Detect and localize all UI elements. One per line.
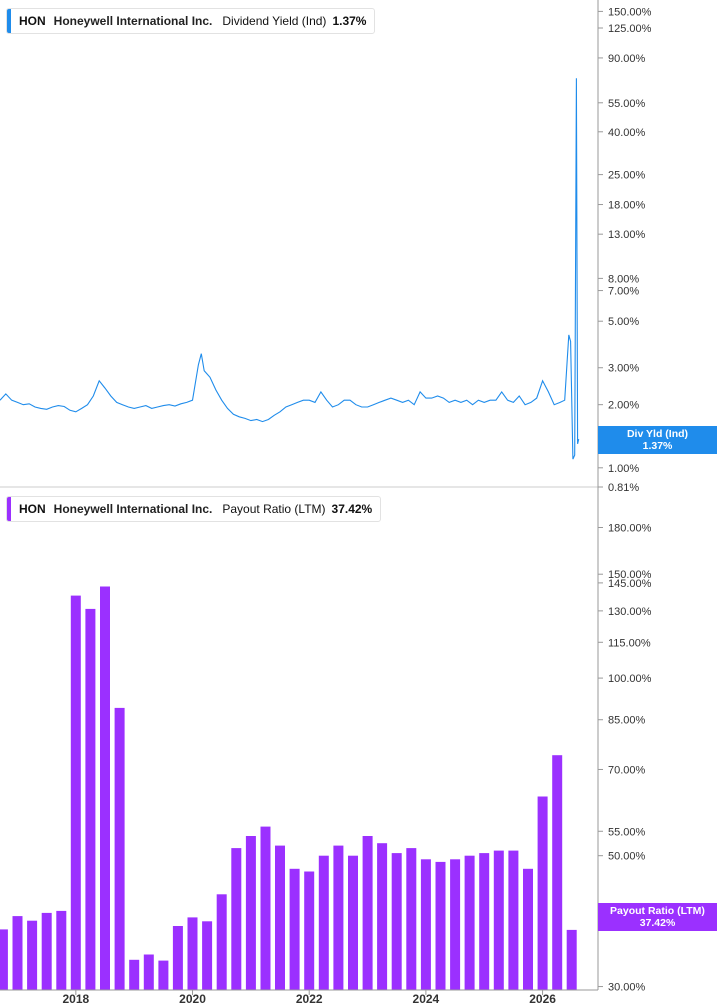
legend-company: Honeywell International Inc. <box>53 502 213 516</box>
y-tick-label: 145.00% <box>608 578 652 590</box>
y-tick-label: 100.00% <box>608 673 652 685</box>
payout-bar <box>435 861 446 990</box>
payout-bar <box>566 929 577 990</box>
x-tick-label: 2024 <box>413 992 440 1005</box>
y-tick-label: 2.00% <box>608 400 639 412</box>
y-tick-label: 85.00% <box>608 715 646 727</box>
y-tick-label: 125.00% <box>608 23 652 35</box>
x-tick-label: 2018 <box>62 992 89 1005</box>
payout-bar <box>56 910 67 990</box>
payout-bar <box>114 707 125 990</box>
y-tick-label: 13.00% <box>608 229 646 241</box>
payout-bar <box>202 921 213 990</box>
payout-bar <box>0 929 8 990</box>
legend-ticker: HON <box>19 14 46 28</box>
dividend-yield-line <box>0 78 580 460</box>
payout-bar <box>172 926 183 990</box>
payout-bar <box>406 848 417 990</box>
payout-bar <box>260 826 271 990</box>
payout-bar <box>391 853 402 990</box>
payout-bar <box>377 843 388 990</box>
flag-value: 1.37% <box>642 440 673 452</box>
y-tick-label: 180.00% <box>608 522 652 534</box>
payout-bar <box>552 755 563 990</box>
y-tick-label: 150.00% <box>608 569 652 581</box>
y-tick-label: 90.00% <box>608 53 646 65</box>
payout-bar <box>508 850 519 990</box>
y-tick-label: 130.00% <box>608 606 652 618</box>
y-tick-label: 150.00% <box>608 6 652 18</box>
payout-bar <box>304 871 315 990</box>
flag-label: Payout Ratio (LTM) <box>610 905 705 917</box>
dividend-yield-panel: 150.00% 125.00% 90.00% 55.00% 40.00% 25.00% 18… <box>0 6 652 494</box>
y-tick-label: 55.00% <box>608 98 646 110</box>
y-tick-label: 40.00% <box>608 127 646 139</box>
dividend-yield-legend[interactable]: HON Honeywell International Inc. Dividen… <box>6 8 376 34</box>
y-tick-label: 1.00% <box>608 463 639 475</box>
legend-company: Honeywell International Inc. <box>53 14 213 28</box>
legend-metric: Payout Ratio (LTM) <box>222 502 326 516</box>
payout-bar <box>158 960 169 990</box>
payout-bar <box>289 868 300 990</box>
payout-bar <box>275 845 285 990</box>
payout-bar <box>523 868 533 990</box>
legend-metric: Dividend Yield (Ind) <box>222 14 327 28</box>
payout-bar <box>12 916 23 990</box>
payout-color-swatch <box>7 497 11 521</box>
payout-bars <box>0 586 577 990</box>
y-tick-label: 55.00% <box>608 826 646 838</box>
yield-y-axis: 150.00% 125.00% 90.00% 55.00% 40.00% 25.00% 18… <box>598 6 652 494</box>
y-tick-label: 115.00% <box>608 637 651 649</box>
current-payout-flag: Payout Ratio (LTM) 37.42% <box>598 903 717 931</box>
payout-bar <box>100 586 110 990</box>
x-tick-label: 2026 <box>529 992 556 1005</box>
x-tick-label: 2022 <box>296 992 323 1005</box>
y-tick-label: 18.00% <box>608 200 646 212</box>
payout-bar <box>231 848 242 990</box>
payout-bar <box>362 836 373 990</box>
payout-bar <box>143 954 154 990</box>
payout-bar <box>216 894 227 990</box>
payout-bar <box>187 917 198 990</box>
legend-value: 1.37% <box>332 14 367 28</box>
y-tick-label: 5.00% <box>608 316 639 328</box>
payout-ratio-legend[interactable]: HON Honeywell International Inc. Payout … <box>6 496 382 522</box>
y-tick-label: 0.81% <box>608 482 639 494</box>
y-tick-label: 50.00% <box>608 851 646 863</box>
payout-bar <box>129 959 140 990</box>
payout-bar <box>245 836 256 990</box>
payout-bar <box>70 595 81 990</box>
payout-bar <box>537 796 548 990</box>
y-tick-label: 3.00% <box>608 363 639 375</box>
x-tick-label: 2020 <box>179 992 206 1005</box>
x-axis: 2018 2020 2022 2024 2026 <box>0 989 598 1005</box>
y-tick-label: 7.00% <box>608 286 639 298</box>
flag-value: 37.42% <box>639 917 676 929</box>
payout-bar <box>464 855 475 990</box>
y-tick-label: 70.00% <box>608 764 646 776</box>
current-yield-flag: Div Yld (Ind) 1.37% <box>598 426 717 454</box>
payout-ratio-panel: 180.00% 150.00%145.00% 130.00% 115.00% 100.0… <box>0 522 652 1005</box>
yield-color-swatch <box>7 9 11 33</box>
payout-bar <box>493 850 504 990</box>
payout-bar <box>348 855 358 990</box>
payout-bar <box>27 920 38 990</box>
y-tick-label: 25.00% <box>608 170 646 182</box>
y-tick-label: 30.00% <box>608 982 646 994</box>
payout-bar <box>41 912 52 990</box>
payout-bar <box>479 853 490 990</box>
payout-bar <box>333 845 344 990</box>
flag-label: Div Yld (Ind) <box>626 428 689 440</box>
payout-bar <box>450 859 461 990</box>
legend-value: 37.42% <box>331 502 373 516</box>
legend-ticker: HON <box>19 502 46 516</box>
y-tick-label: 8.00% <box>608 273 639 285</box>
payout-bar <box>318 855 329 990</box>
payout-bar <box>85 608 96 990</box>
payout-bar <box>420 859 431 990</box>
